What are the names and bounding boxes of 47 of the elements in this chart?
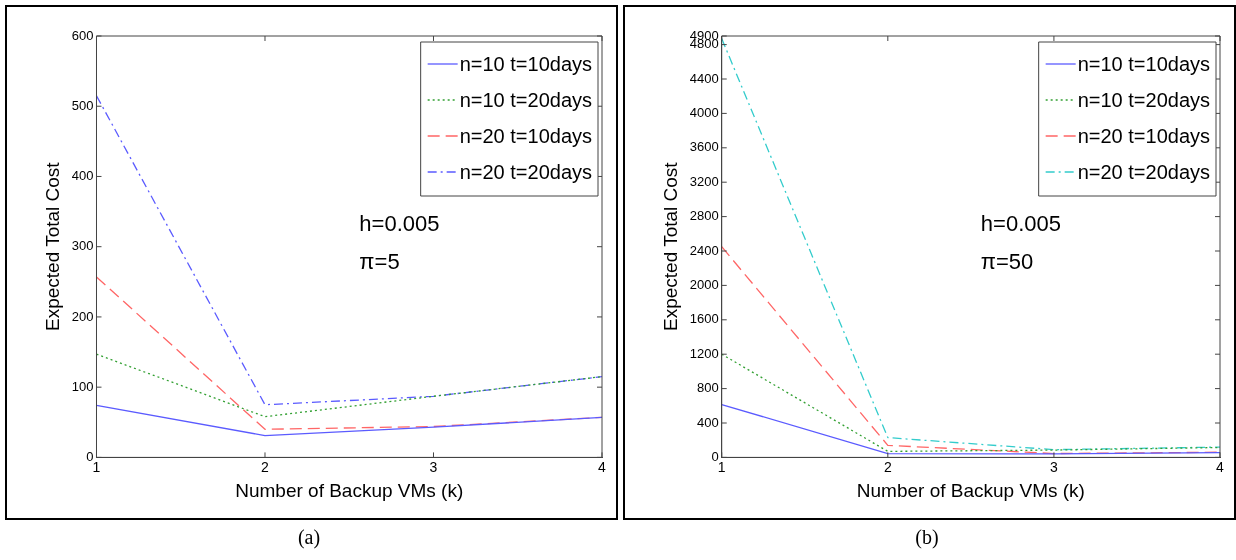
legend-label: n=10 t=10days: [459, 52, 593, 75]
y-axis-title: Expected Total Cost: [659, 161, 681, 332]
x-tick-label: 1: [717, 458, 726, 475]
line-series: [96, 353, 602, 418]
y-tick-label: 1600: [689, 311, 719, 327]
y-tick-label: 2000: [689, 276, 719, 292]
y-tick-label: 3600: [689, 139, 719, 155]
x-axis-title: Number of Backup VMs (k): [856, 479, 1085, 501]
legend-label: n=20 t=20days: [1077, 160, 1211, 183]
y-tick-label: 400: [71, 168, 94, 184]
y-tick-label: 2400: [689, 242, 719, 258]
y-tick-label: 200: [71, 308, 94, 324]
line-series: [721, 37, 1220, 451]
x-tick-label: 1: [92, 458, 101, 475]
x-tick-label: 2: [883, 458, 892, 475]
y-tick-label: 600: [71, 27, 94, 43]
y-tick-label: 4400: [689, 70, 719, 86]
y-tick-label: 400: [697, 414, 719, 430]
y-tick-label: 800: [697, 380, 719, 396]
legend-label: n=10 t=20days: [1077, 88, 1211, 111]
y-tick-label: 100: [71, 378, 94, 394]
legend-label: n=10 t=20days: [459, 88, 593, 111]
y-tick-label: 4000: [689, 104, 719, 120]
y-tick-label: 500: [71, 97, 94, 113]
y-tick-label: 3200: [689, 173, 719, 189]
legend-label: n=20 t=10days: [459, 124, 593, 147]
legend-label: n=20 t=20days: [459, 160, 593, 183]
x-tick-label: 3: [429, 458, 438, 475]
x-axis-title: Number of Backup VMs (k): [235, 479, 464, 501]
y-tick-label: 0: [86, 448, 94, 464]
annotation: h=0.005: [980, 211, 1061, 236]
x-tick-label: 4: [598, 458, 607, 475]
legend-label: n=20 t=10days: [1077, 124, 1211, 147]
annotation: h=0.005: [359, 211, 440, 236]
text: (b): [914, 526, 940, 549]
annotation: π=50: [980, 249, 1034, 274]
x-tick-label: 3: [1050, 458, 1059, 475]
x-tick-label: 2: [261, 458, 270, 475]
legend-label: n=10 t=10days: [1077, 52, 1211, 75]
y-tick-label: 0: [711, 448, 719, 464]
y-tick-label: 2800: [689, 208, 719, 224]
y-axis-title: Expected Total Cost: [41, 161, 63, 332]
annotation: π=5: [359, 249, 400, 274]
y-tick-label: 1200: [689, 345, 719, 361]
x-tick-label: 4: [1216, 458, 1225, 475]
y-tick-label: 300: [71, 238, 94, 254]
text: (a): [296, 526, 322, 549]
